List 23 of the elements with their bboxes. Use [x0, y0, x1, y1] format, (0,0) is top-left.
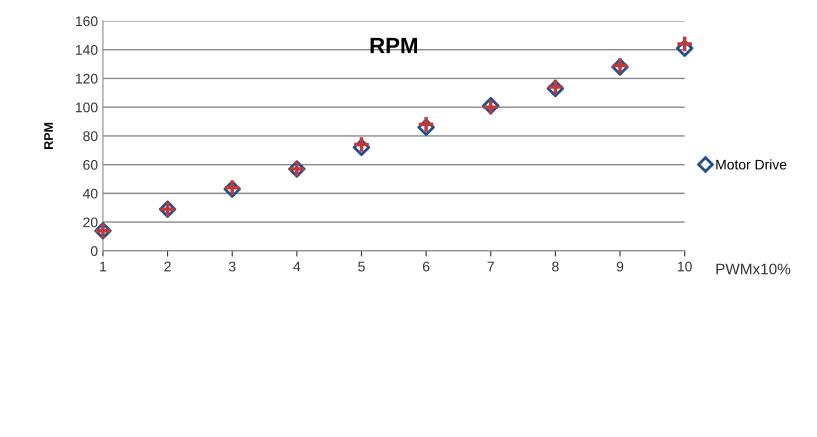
y-tick-label: 120: [76, 74, 98, 84]
x-tick-label: 1: [100, 262, 106, 272]
x-tick-label: 4: [293, 262, 300, 272]
y-tick-label: 0: [90, 246, 98, 256]
x-tick-label: 6: [422, 262, 430, 272]
y-tick-label: 140: [76, 45, 98, 55]
x-axis-title: PWMx10%: [716, 264, 790, 274]
y-tick-label: 160: [76, 16, 98, 26]
x-tick-label: 9: [616, 262, 624, 272]
y-tick-label: 80: [83, 131, 98, 142]
y-tick-label: 20: [83, 217, 98, 228]
x-tick-label: 10: [678, 262, 692, 272]
legend-label: Motor Drive: [716, 159, 786, 170]
text: RPM: [370, 38, 417, 54]
y-tick-label: 60: [83, 160, 98, 170]
y-tick-label: 40: [82, 188, 98, 199]
y-tick-label: 100: [76, 102, 98, 112]
x-tick-label: 5: [358, 262, 365, 272]
x-tick-label: 3: [228, 262, 236, 272]
x-tick-label: 7: [488, 262, 494, 272]
x-tick-label: 8: [552, 262, 559, 272]
y-axis-title: RPM: [44, 122, 53, 149]
x-tick-label: 2: [164, 262, 171, 272]
